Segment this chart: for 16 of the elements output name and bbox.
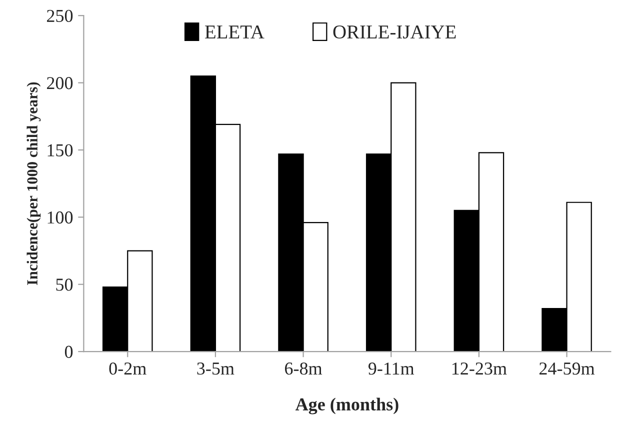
y-tick-label: 100 bbox=[48, 211, 73, 224]
x-tick-label: 6-8m bbox=[285, 362, 322, 375]
y-tick-label: 200 bbox=[46, 77, 73, 90]
x-axis-title: Age (months) bbox=[295, 398, 398, 414]
legend-label: ORILE-IJAIYE bbox=[333, 25, 456, 39]
y-tick-label: 0 bbox=[64, 346, 73, 358]
y-tick-label: 250 bbox=[46, 10, 73, 22]
legend-label: ELETA bbox=[205, 26, 264, 38]
x-tick-label: 0-2m bbox=[109, 362, 146, 375]
x-tick-label: 12-23m bbox=[452, 362, 507, 375]
x-tick-label: 24-59m bbox=[539, 362, 595, 375]
x-tick-label: 9-11m bbox=[368, 362, 414, 375]
y-tick-label: 150 bbox=[48, 144, 73, 156]
y-axis-title: Incidence(per 1000 child years) bbox=[26, 82, 41, 285]
y-tick-label: 50 bbox=[56, 278, 73, 291]
x-tick-label: 3-5m bbox=[197, 362, 234, 375]
